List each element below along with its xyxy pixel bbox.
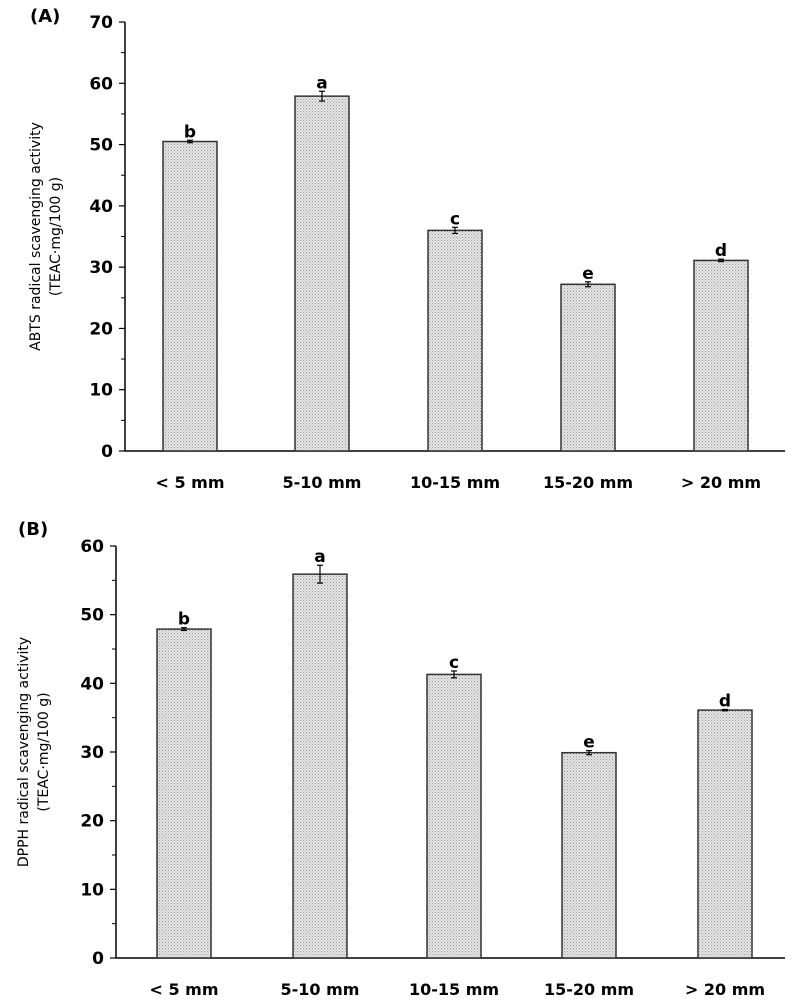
y-tick-label: 0 (101, 442, 113, 462)
y-tick-label: 30 (80, 743, 104, 763)
significance-letter: a (314, 547, 325, 567)
bar (697, 709, 753, 959)
bar (560, 283, 616, 452)
x-tick-label: < 5 mm (149, 980, 218, 999)
y-tick-label: 60 (80, 537, 104, 557)
y-tick-label: 10 (80, 880, 104, 900)
bar (561, 751, 617, 959)
y-axis-label-units: (TEAC·mg/100 g) (36, 692, 52, 811)
panel-label: (A) (30, 6, 60, 27)
y-tick-label: 20 (80, 812, 104, 832)
y-tick-label: 40 (80, 674, 104, 694)
significance-letter: d (715, 241, 727, 261)
y-axis-label: DPPH radical scavenging activity (16, 637, 32, 867)
x-tick-label: > 20 mm (685, 980, 765, 999)
significance-letter: c (449, 653, 459, 673)
bar (156, 628, 212, 959)
significance-letter: a (316, 73, 327, 93)
significance-letter: e (583, 733, 595, 753)
bar (693, 259, 749, 452)
y-tick-label: 20 (89, 319, 113, 339)
y-tick-label: 10 (89, 381, 113, 401)
chart-panel-b: (B) 0 10 20 30 40 50 60 DPPH radical scavenging … (16, 519, 785, 999)
panel-label: (B) (18, 519, 48, 540)
y-tick-label: 70 (89, 13, 113, 33)
bar (162, 140, 218, 452)
bar (426, 673, 482, 959)
chart-panel-a: (A) 0 10 20 30 40 50 60 70 ABTS radical scavengin… (28, 6, 785, 492)
x-tick-label: 5-10 mm (281, 980, 360, 999)
y-tick-label: 0 (92, 949, 104, 969)
x-tick-label: 15-20 mm (543, 473, 633, 492)
x-tick-label: 5-10 mm (283, 473, 362, 492)
bar (292, 573, 348, 959)
y-tick-label: 50 (80, 606, 104, 626)
significance-letter: b (184, 122, 196, 142)
y-tick-label: 40 (89, 197, 113, 217)
y-axis-label-units: (TEAC·mg/100 g) (48, 177, 64, 296)
x-tick-label: 10-15 mm (410, 473, 500, 492)
bar (427, 229, 483, 452)
y-axis-label: ABTS radical scavenging activity (28, 122, 44, 351)
x-tick-label: < 5 mm (155, 473, 224, 492)
x-tick-label: > 20 mm (681, 473, 761, 492)
x-tick-label: 10-15 mm (409, 980, 499, 999)
bar (294, 95, 350, 452)
significance-letter: d (719, 691, 731, 711)
y-tick-label: 30 (89, 258, 113, 278)
significance-letter: b (178, 610, 190, 630)
y-tick-label: 60 (89, 74, 113, 94)
significance-letter: e (582, 264, 594, 284)
x-tick-label: 15-20 mm (544, 980, 634, 999)
significance-letter: c (450, 209, 460, 229)
y-tick-label: 50 (89, 136, 113, 156)
